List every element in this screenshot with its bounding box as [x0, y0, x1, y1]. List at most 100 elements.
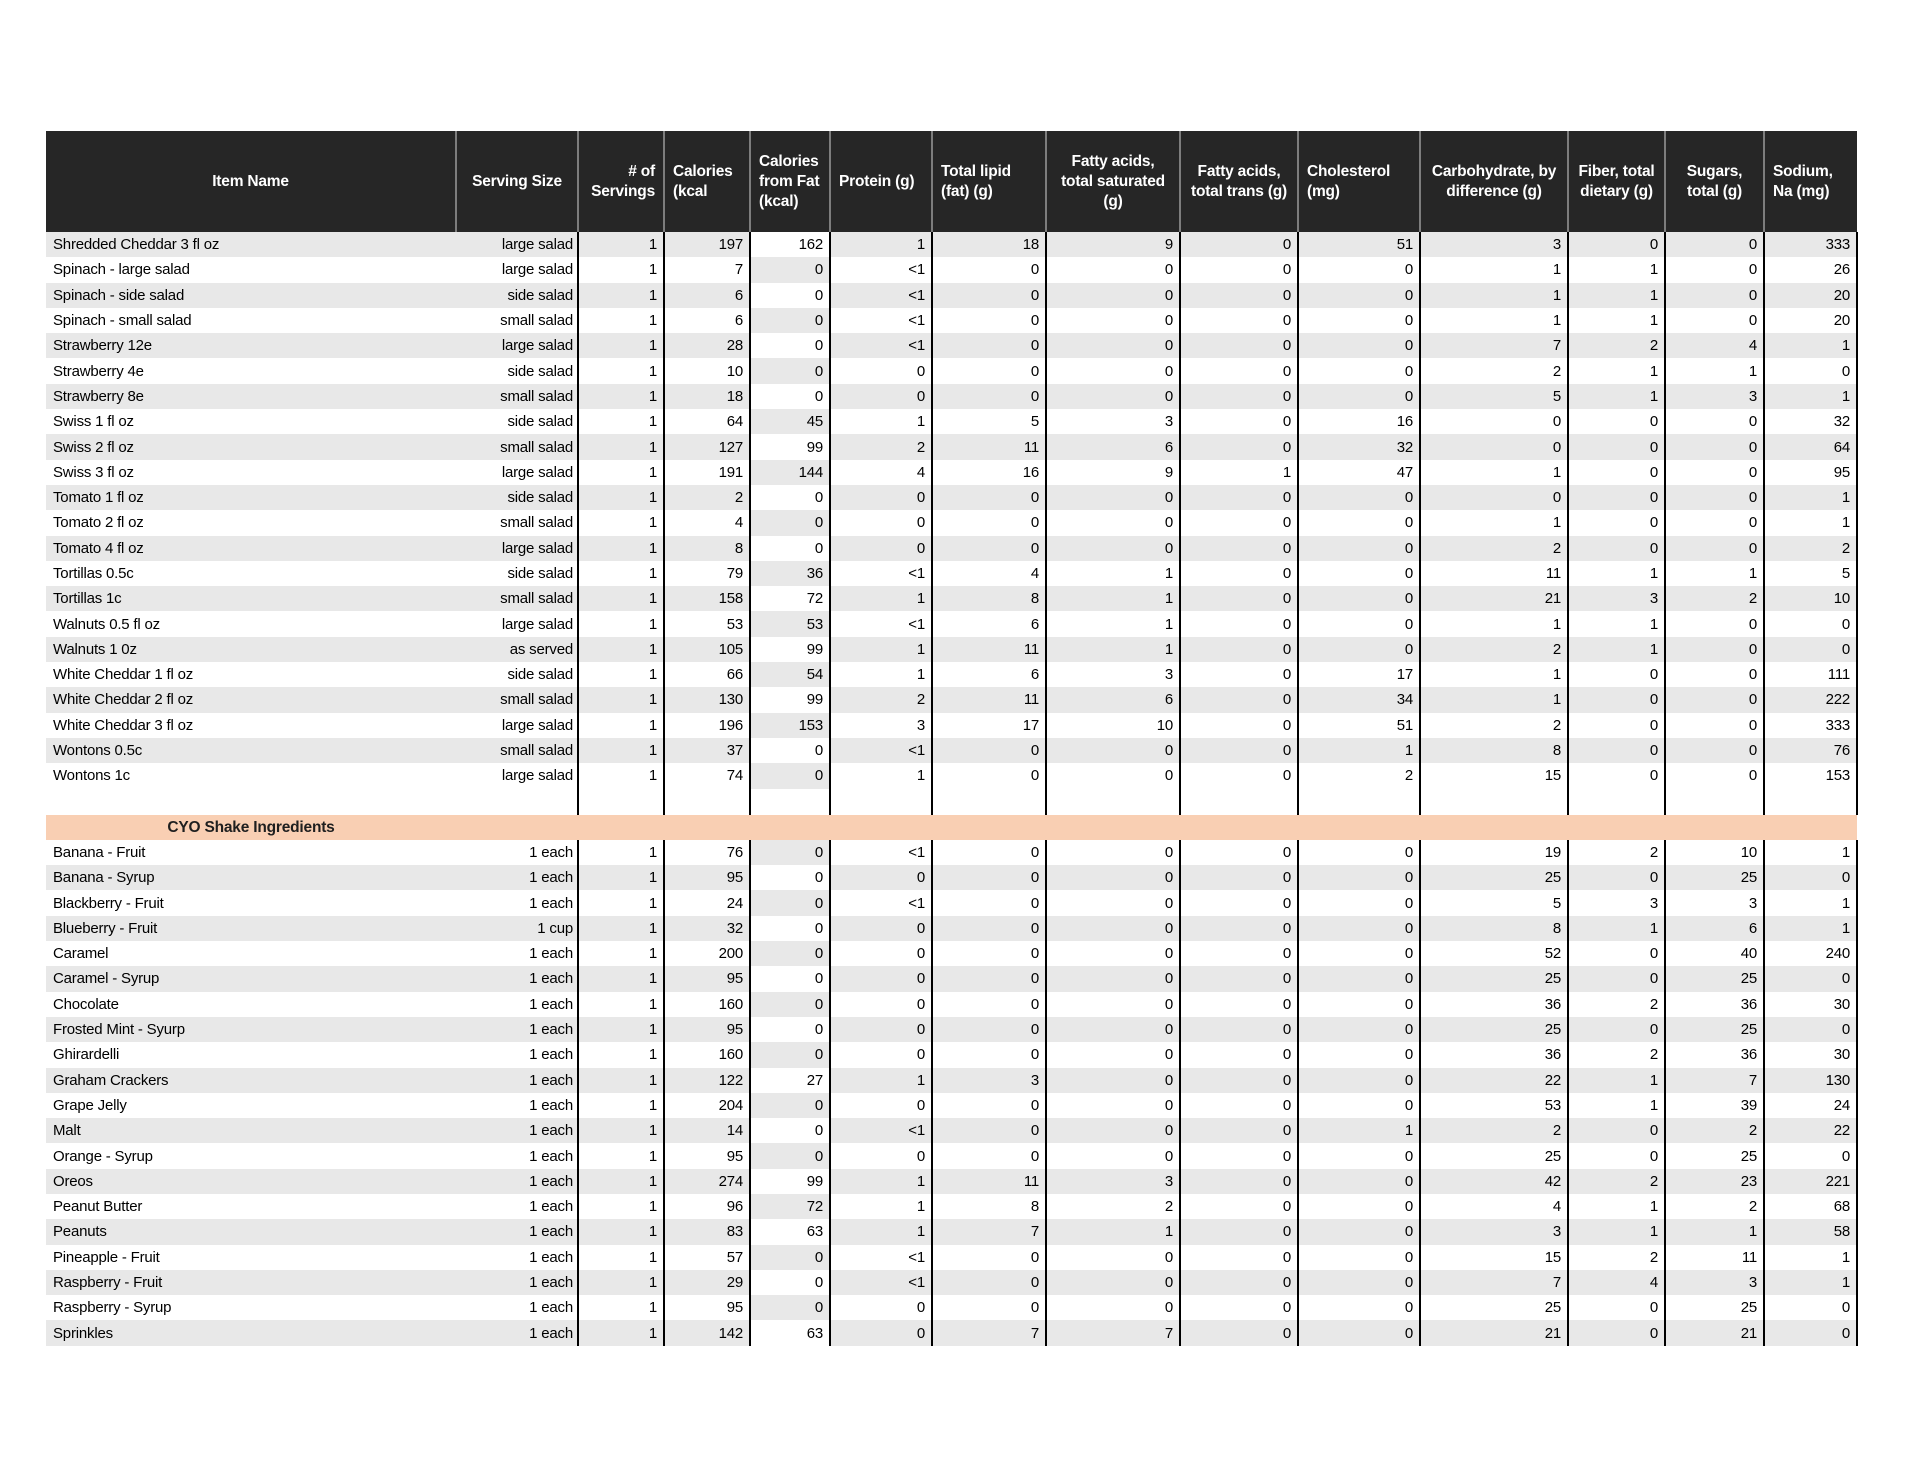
table-row: Blueberry - Fruit 1 cup 1 32 0 0 0 0 0 0 8 1 6 1 [46, 915, 1858, 942]
value-cell: 58 [1764, 1219, 1858, 1245]
item-name-cell: Tomato 2 fl oz [46, 510, 456, 536]
value-cell: 22 [1420, 1067, 1569, 1093]
value-cell: 2 [1420, 535, 1569, 561]
value-cell: 0 [1180, 560, 1299, 587]
table-row: Caramel 1 each 1 200 0 0 0 0 0 0 52 0 40 240 [46, 941, 1858, 967]
value-cell: 0 [1568, 1320, 1666, 1346]
value-cell: side salad [456, 662, 579, 688]
value-cell: 0 [830, 1016, 933, 1043]
value-cell: 1 [1420, 307, 1569, 334]
value-cell: 25 [1420, 1016, 1569, 1043]
value-cell: 0 [1046, 966, 1181, 992]
value-cell: 20 [1764, 282, 1858, 308]
value-cell: 18 [664, 383, 751, 410]
item-name-cell: Tortillas 0.5c [46, 560, 456, 587]
value-cell: 0 [932, 966, 1047, 992]
table-row: Peanut Butter 1 each 1 96 72 1 8 2 0 0 4 1 2 68 [46, 1193, 1858, 1220]
value-cell: 0 [1568, 434, 1666, 460]
spacer-cell [1665, 788, 1765, 815]
value-cell: 15 [1420, 763, 1569, 789]
value-cell: 0 [1180, 535, 1299, 561]
value-cell: <1 [830, 737, 933, 764]
value-cell: 25 [1665, 1295, 1765, 1321]
value-cell: 1 [578, 687, 665, 713]
value-cell: 0 [1568, 535, 1666, 561]
value-cell: 0 [1764, 865, 1858, 891]
value-cell: 0 [750, 839, 831, 866]
value-cell: 95 [664, 966, 751, 992]
value-cell: 0 [1180, 282, 1299, 308]
value-cell: 0 [1568, 662, 1666, 688]
value-cell: 1 [1298, 737, 1421, 764]
spacer-cell [1420, 788, 1569, 815]
value-cell: 0 [750, 1143, 831, 1169]
value-cell: 68 [1764, 1193, 1858, 1220]
item-name-cell: Caramel - Syrup [46, 966, 456, 992]
value-cell: 1 [1764, 383, 1858, 410]
item-name-cell: Grape Jelly [46, 1092, 456, 1119]
value-cell: 1 each [456, 1042, 579, 1068]
value-cell: <1 [830, 282, 933, 308]
value-cell: 96 [664, 1193, 751, 1220]
value-cell: 6 [1046, 434, 1181, 460]
value-cell: 25 [1665, 1143, 1765, 1169]
value-cell: 1 [1046, 560, 1181, 587]
table-row: Tomato 1 fl oz side salad 1 2 0 0 0 0 0 0 0 0 0 1 [46, 484, 1858, 511]
table-row: Raspberry - Syrup 1 each 1 95 0 0 0 0 0 0 25 0 25 0 [46, 1295, 1858, 1321]
value-cell: 1 [578, 1244, 665, 1270]
table-row: Spinach - small salad small salad 1 6 0 <1 0 0 0… [46, 307, 1858, 334]
value-cell: 1 [578, 586, 665, 612]
value-cell: 53 [1420, 1092, 1569, 1119]
value-cell: 0 [1568, 409, 1666, 435]
value-cell: <1 [830, 560, 933, 587]
value-cell: 0 [1665, 763, 1765, 789]
column-header-6: Total lipid (fat) (g) [932, 131, 1047, 232]
table-row: Spinach - large salad large salad 1 7 0 <1 0 0 0… [46, 257, 1858, 283]
item-name-cell: Banana - Syrup [46, 865, 456, 891]
value-cell: 0 [1568, 737, 1666, 764]
value-cell: 1 [578, 1219, 665, 1245]
item-name-cell: Caramel [46, 941, 456, 967]
value-cell: 99 [750, 687, 831, 713]
value-cell: 15 [1420, 1244, 1569, 1270]
value-cell: 0 [1046, 915, 1181, 942]
header-row: Item Name Serving Size # of Servings Calori… [46, 131, 1857, 232]
value-cell: 0 [1180, 1168, 1299, 1194]
value-cell: 0 [1665, 510, 1765, 536]
item-name-cell: Walnuts 1 0z [46, 636, 456, 663]
value-cell: 1 each [456, 1219, 579, 1245]
value-cell: 1 each [456, 890, 579, 916]
value-cell: 21 [1665, 1320, 1765, 1346]
value-cell: 0 [1046, 1269, 1181, 1296]
value-cell: 0 [1180, 1320, 1299, 1346]
item-name-cell: White Cheddar 1 fl oz [46, 662, 456, 688]
value-cell: 2 [1046, 1193, 1181, 1220]
value-cell: small salad [456, 586, 579, 612]
value-cell: 0 [830, 1092, 933, 1119]
value-cell: 153 [1764, 763, 1858, 789]
value-cell: 0 [750, 307, 831, 334]
value-cell: 0 [750, 1295, 831, 1321]
value-cell: 3 [1420, 1219, 1569, 1245]
value-cell: 0 [1665, 484, 1765, 511]
value-cell: 29 [664, 1269, 751, 1296]
value-cell: 0 [932, 1118, 1047, 1144]
item-name-cell: Strawberry 12e [46, 333, 456, 359]
value-cell: 0 [1568, 966, 1666, 992]
value-cell: 197 [664, 232, 751, 258]
item-name-cell: Raspberry - Syrup [46, 1295, 456, 1321]
value-cell: 160 [664, 991, 751, 1017]
value-cell: 0 [750, 915, 831, 942]
value-cell: 1 [1568, 1219, 1666, 1245]
value-cell: 1 [578, 712, 665, 738]
value-cell: 0 [1180, 586, 1299, 612]
value-cell: 0 [1046, 333, 1181, 359]
value-cell: 0 [1298, 941, 1421, 967]
value-cell: 28 [664, 333, 751, 359]
value-cell: 34 [1298, 687, 1421, 713]
value-cell: 7 [1046, 1320, 1181, 1346]
value-cell: 0 [1568, 865, 1666, 891]
value-cell: 0 [1568, 1295, 1666, 1321]
value-cell: 0 [932, 535, 1047, 561]
item-name-cell: Malt [46, 1118, 456, 1144]
